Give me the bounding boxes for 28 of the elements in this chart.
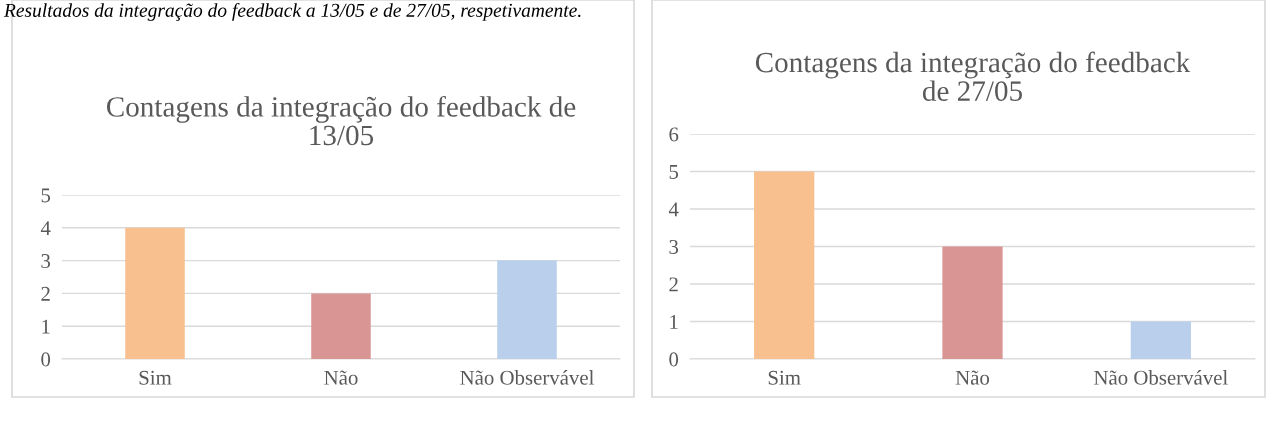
y-tick-label: 4: [668, 202, 679, 217]
y-tick-label: 2: [669, 277, 678, 292]
x-tick-label: Não Observável: [1094, 370, 1228, 385]
chart-title: Contagens da integração do feedback de 27/05: [755, 51, 1191, 101]
y-tick-label: 0: [669, 352, 679, 367]
y-tick-label: 6: [669, 127, 679, 142]
y-tick-label: 1: [42, 319, 50, 334]
y-tick-label: 3: [669, 239, 679, 254]
x-tick-label: Sim: [768, 370, 801, 385]
chart-title: Contagens da integração do feedback de 13/05: [106, 95, 576, 146]
x-tick-label: Não Observável: [460, 370, 594, 385]
y-tick-label: 1: [670, 314, 678, 329]
x-tick-label: Não: [955, 370, 990, 385]
y-tick-label: 5: [41, 188, 51, 203]
bar: [497, 260, 557, 359]
y-tick-label: 3: [41, 254, 51, 269]
bar: [125, 227, 185, 359]
x-tick-label: Não: [324, 370, 358, 385]
bar: [754, 171, 815, 359]
bar: [1130, 321, 1191, 359]
bar: [311, 293, 371, 359]
y-tick-label: 5: [669, 165, 679, 179]
bar: [942, 246, 1003, 359]
y-tick-label: 0: [41, 352, 51, 367]
y-tick-label: 4: [40, 221, 51, 236]
text: Resultados da integração do feedback a 13/05 e de 27/05, respetivamente.: [3, 3, 581, 21]
x-tick-label: Sim: [139, 370, 172, 385]
y-tick-label: 2: [41, 286, 50, 301]
